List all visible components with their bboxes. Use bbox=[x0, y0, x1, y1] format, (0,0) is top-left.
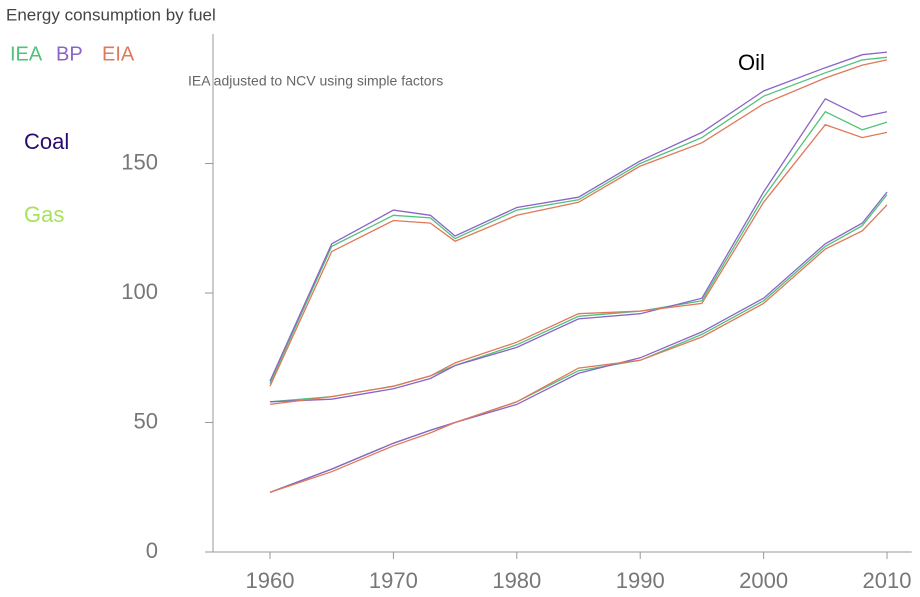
y-tick-label: 150 bbox=[121, 149, 158, 174]
x-tick-label: 2000 bbox=[739, 568, 788, 593]
legend-entry: BP bbox=[56, 43, 83, 65]
fuel-label: Oil bbox=[738, 50, 765, 75]
data-line bbox=[269, 110, 888, 403]
fuel-label: Coal bbox=[24, 129, 69, 154]
data-line bbox=[269, 97, 888, 403]
y-tick-label: 0 bbox=[146, 538, 158, 563]
data-line bbox=[269, 56, 888, 384]
data-line bbox=[269, 204, 888, 494]
x-tick-label: 1970 bbox=[369, 568, 418, 593]
x-tick-label: 2010 bbox=[863, 568, 912, 593]
x-tick-label: 1980 bbox=[492, 568, 541, 593]
data-line bbox=[269, 194, 888, 494]
chart-title: Energy consumption by fuel bbox=[6, 5, 216, 24]
x-tick-label: 1990 bbox=[616, 568, 665, 593]
legend-entry: IEA bbox=[10, 43, 43, 65]
chart-subtitle: IEA adjusted to NCV using simple factors bbox=[188, 73, 443, 89]
data-line bbox=[269, 191, 888, 494]
y-tick-label: 100 bbox=[121, 279, 158, 304]
data-line bbox=[269, 59, 888, 387]
fuel-label: Gas bbox=[24, 202, 64, 227]
legend-entry: EIA bbox=[102, 43, 135, 65]
data-line bbox=[269, 51, 888, 382]
x-tick-label: 1960 bbox=[246, 568, 295, 593]
legend: IEA BP EIA bbox=[10, 43, 135, 65]
y-tick-label: 50 bbox=[134, 408, 158, 433]
data-line bbox=[269, 123, 888, 406]
